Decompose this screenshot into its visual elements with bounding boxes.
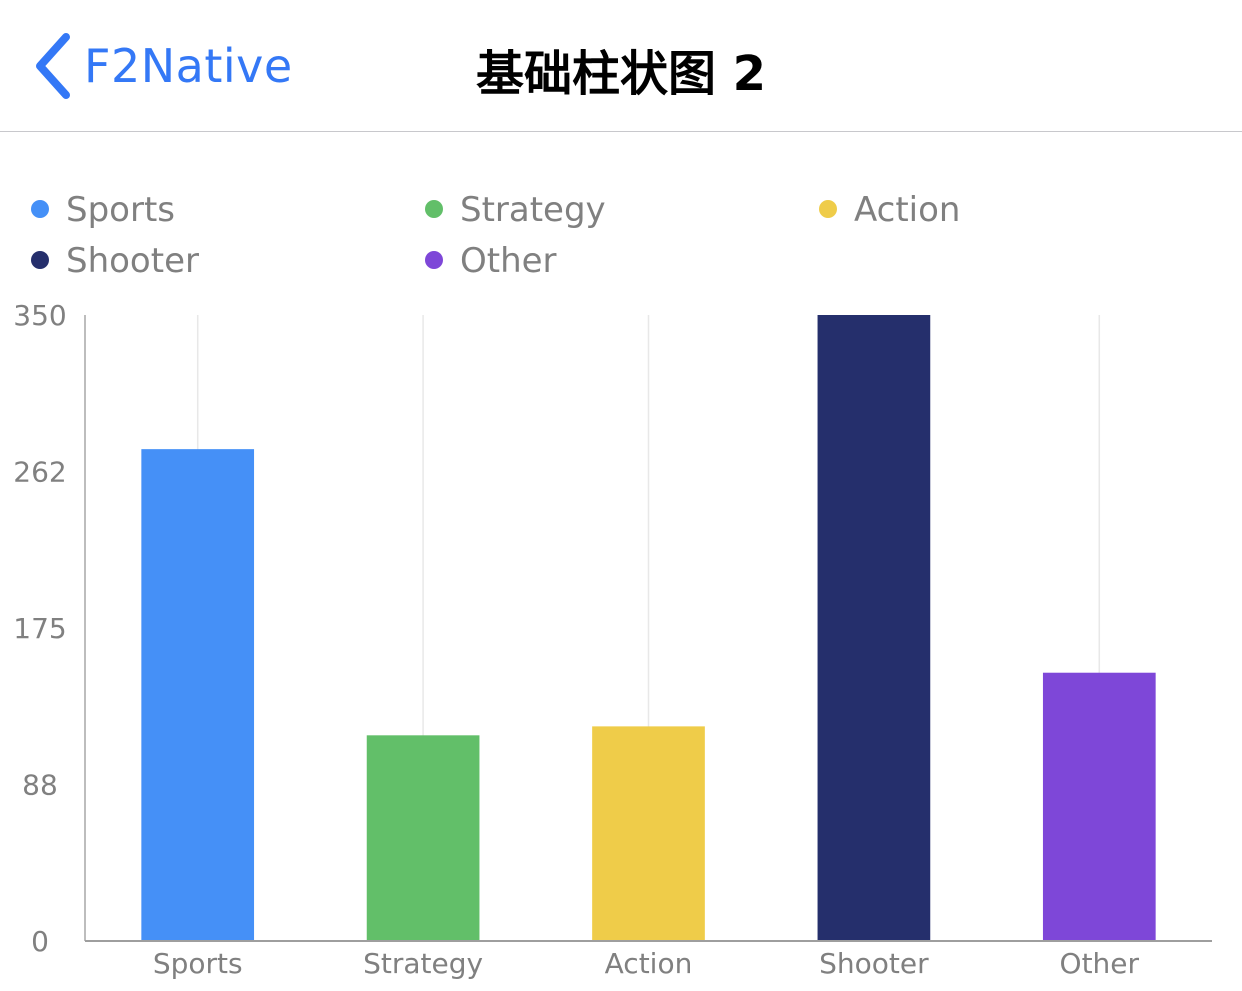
navigation-bar: F2Native 基础柱状图 2 <box>0 0 1242 132</box>
legend-marker <box>819 200 837 218</box>
legend-label: Shooter <box>66 241 199 281</box>
bar-chart: 0 88 175 262 350 Sports Strategy Action Shooter O… <box>13 190 1212 980</box>
y-tick-label: 175 <box>13 612 66 645</box>
y-tick-label: 350 <box>13 299 66 332</box>
page-title: 基础柱状图 2 <box>475 46 767 102</box>
chart-area: 0 88 175 262 350 Sports Strategy Action Shooter O… <box>0 133 1242 991</box>
legend-label: Sports <box>66 190 175 230</box>
bar-strategy <box>366 735 480 941</box>
chevron-left-icon <box>36 33 70 99</box>
bar-other <box>1042 672 1156 941</box>
y-tick-label: 262 <box>13 456 66 489</box>
x-tick-label: Action <box>605 947 693 980</box>
legend-marker <box>425 251 443 269</box>
back-button[interactable]: F2Native <box>32 30 293 102</box>
legend-label: Strategy <box>460 190 606 230</box>
x-tick-label: Sports <box>153 947 243 980</box>
bar-action <box>592 726 705 941</box>
back-button-label: F2Native <box>84 39 293 93</box>
bar-sports <box>141 449 255 941</box>
x-tick-label: Other <box>1060 947 1140 980</box>
legend-marker <box>425 200 443 218</box>
legend-label: Other <box>460 241 557 281</box>
y-tick-label: 0 <box>31 925 49 958</box>
legend-marker <box>31 200 49 218</box>
legend-marker <box>31 251 49 269</box>
x-tick-label: Strategy <box>363 947 483 980</box>
bar-shooter <box>817 315 931 941</box>
y-tick-label: 88 <box>22 769 58 802</box>
legend-label: Action <box>854 190 960 230</box>
x-tick-label: Shooter <box>819 947 929 980</box>
